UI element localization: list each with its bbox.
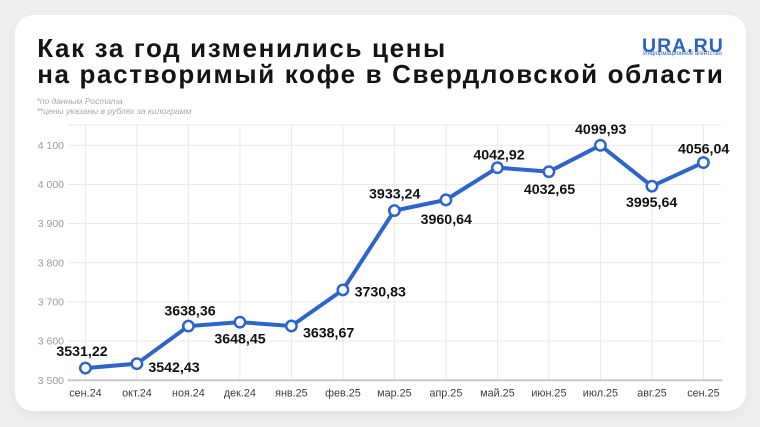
svg-text:3 500: 3 500 <box>38 375 64 387</box>
svg-text:сен.25: сен.25 <box>687 388 719 400</box>
svg-text:янв.25: янв.25 <box>275 388 308 400</box>
svg-text:ноя.24: ноя.24 <box>172 388 205 400</box>
svg-text:мар.25: мар.25 <box>377 388 411 400</box>
svg-text:3531,22: 3531,22 <box>56 344 107 360</box>
svg-text:4 100: 4 100 <box>38 140 64 152</box>
svg-text:июн.25: июн.25 <box>531 388 566 400</box>
svg-text:июл.25: июл.25 <box>583 388 618 400</box>
svg-text:фев.25: фев.25 <box>325 388 361 400</box>
svg-text:окт.24: окт.24 <box>122 388 152 400</box>
svg-text:3 600: 3 600 <box>38 336 64 348</box>
svg-text:3542,43: 3542,43 <box>148 360 199 376</box>
svg-text:сен.24: сен.24 <box>69 388 101 400</box>
svg-text:3 900: 3 900 <box>38 218 64 230</box>
svg-text:3960,64: 3960,64 <box>421 212 472 228</box>
svg-text:3 800: 3 800 <box>38 257 64 269</box>
svg-text:4042,92: 4042,92 <box>473 147 524 163</box>
svg-text:3730,83: 3730,83 <box>355 285 406 301</box>
svg-text:3995,64: 3995,64 <box>626 195 677 211</box>
svg-text:4 000: 4 000 <box>38 179 64 191</box>
svg-text:4032,65: 4032,65 <box>524 182 575 198</box>
svg-text:апр.25: апр.25 <box>429 388 462 400</box>
svg-text:3933,24: 3933,24 <box>369 186 420 202</box>
svg-text:4099,93: 4099,93 <box>575 122 626 138</box>
svg-text:дек.24: дек.24 <box>224 388 256 400</box>
svg-text:авг.25: авг.25 <box>637 388 666 400</box>
svg-text:3648,45: 3648,45 <box>214 332 265 348</box>
svg-text:3 700: 3 700 <box>38 297 64 309</box>
svg-text:3638,36: 3638,36 <box>164 303 215 319</box>
svg-text:3638,67: 3638,67 <box>303 326 354 342</box>
svg-text:май.25: май.25 <box>480 388 514 400</box>
svg-text:4056,04: 4056,04 <box>678 141 729 157</box>
